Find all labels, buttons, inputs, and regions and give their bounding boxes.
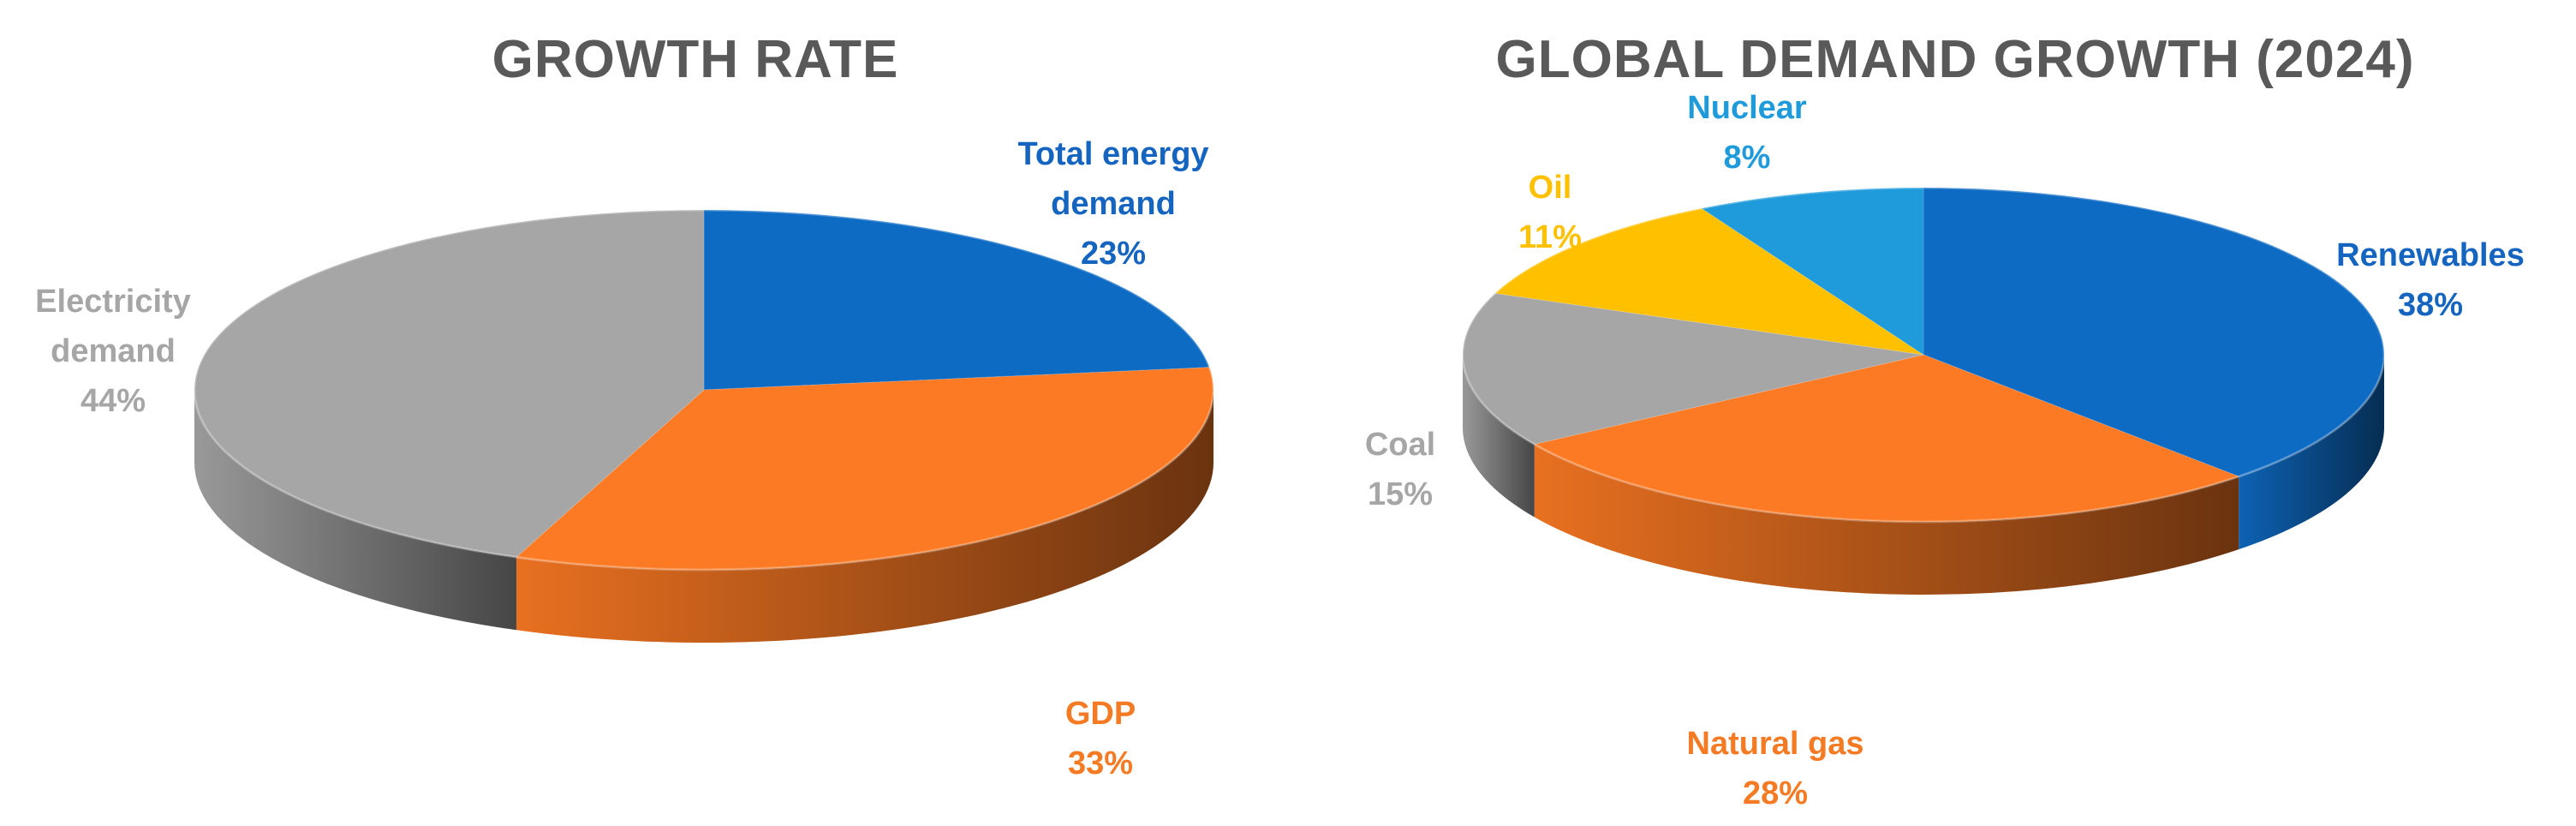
pie-rim — [193, 208, 1215, 572]
label-line: demand — [1051, 186, 1176, 222]
pie-side-coal — [1463, 355, 1535, 518]
global-demand-growth-chart: GLOBAL DEMAND GROWTH (2024) Renewables 3… — [1336, 0, 2576, 826]
label-line: Electricity — [35, 284, 191, 320]
value-label: 15% — [1367, 476, 1434, 512]
chart-title: GROWTH RATE — [492, 30, 899, 89]
global-demand-pie — [1461, 186, 2386, 596]
label-line: Coal — [1364, 427, 1436, 463]
label-line: Nuclear — [1687, 90, 1807, 126]
label-line: Renewables — [2336, 237, 2525, 273]
pie-top — [194, 209, 1214, 571]
value-label: 38% — [2397, 287, 2464, 323]
value-label: 23% — [1080, 236, 1147, 272]
label-line: Natural gas — [1686, 726, 1864, 762]
label-line: Oil — [1528, 170, 1572, 206]
pie-side-walls — [194, 390, 1213, 643]
pie-side-natural_gas — [1534, 444, 2239, 596]
pie-slice-gdp — [515, 367, 1214, 571]
pie-slice-natural_gas — [1533, 354, 2240, 523]
value-label: 8% — [1723, 140, 1771, 176]
slice-label-nuclear: Nuclear 8% — [1687, 83, 1806, 183]
pie-rim — [1461, 186, 2386, 524]
slice-label-oil: Oil 11% — [1518, 163, 1582, 262]
pie-slice-coal — [1462, 292, 1924, 446]
label-line: demand — [51, 333, 176, 369]
pie-slice-nuclear — [1700, 187, 1924, 356]
pie-slice-renewables — [1923, 187, 2385, 477]
growth-rate-pie — [193, 208, 1215, 643]
slice-label-renewables: Renewables 38% — [2336, 230, 2525, 330]
value-label: 11% — [1518, 219, 1582, 255]
pie-side-renewables — [2239, 355, 2384, 550]
pie-side-electricity — [194, 390, 516, 631]
pie-top — [1462, 187, 2385, 523]
slice-label-total-energy-demand: Total energy demand 23% — [1017, 129, 1208, 278]
growth-rate-chart: GROWTH RATE Total energy demand 23% GDP … — [35, 30, 1215, 788]
value-label: 28% — [1742, 775, 1809, 811]
slice-label-natural-gas: Natural gas 28% — [1687, 719, 1864, 818]
chart-title: GLOBAL DEMAND GROWTH (2024) — [1495, 30, 2415, 89]
pie-side-walls — [1463, 355, 2384, 596]
value-label: 33% — [1067, 745, 1134, 781]
label-line: Total energy — [1017, 136, 1209, 172]
slice-label-gdp: GDP 33% — [1065, 689, 1136, 788]
pie-slice-total_energy — [703, 209, 1211, 391]
pie-slice-electricity — [194, 209, 705, 558]
value-label: 44% — [80, 383, 146, 419]
pie-side-gdp — [516, 390, 1213, 643]
label-line: GDP — [1064, 696, 1136, 732]
slice-label-electricity-demand: Electricity demand 44% — [35, 277, 191, 426]
pie-slice-oil — [1494, 207, 1924, 356]
slice-label-coal: Coal 15% — [1365, 420, 1435, 519]
